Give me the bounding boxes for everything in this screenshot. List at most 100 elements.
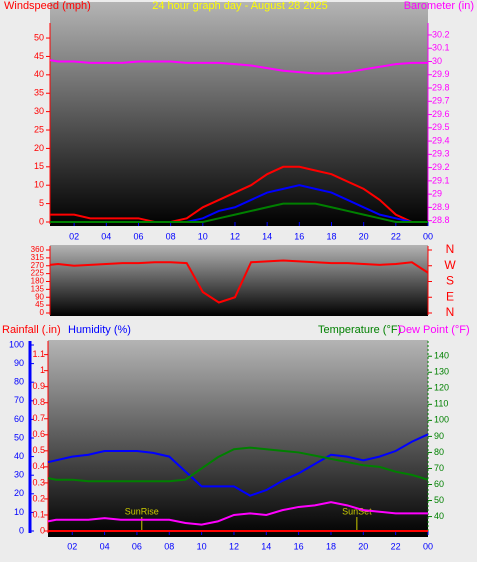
y-tick-label: 60 xyxy=(434,479,444,489)
y-tick-label: 0 xyxy=(39,216,44,226)
x-tick-label: 16 xyxy=(294,541,304,551)
data-line xyxy=(47,446,429,483)
plot-area xyxy=(50,245,428,316)
y-tick-label: 0.1 xyxy=(32,509,45,519)
y-tick-label: 50 xyxy=(14,432,24,442)
y-tick-label: 0 xyxy=(40,308,45,317)
y-tick-label: 20 xyxy=(34,143,44,153)
x-tick-label: 02 xyxy=(69,231,79,241)
y-tick-label: 29.5 xyxy=(432,122,450,132)
x-tick-label: 10 xyxy=(197,541,207,551)
y-tick-label: 10 xyxy=(34,180,44,190)
y-tick-label: 40 xyxy=(434,511,444,521)
annotation: SunSet xyxy=(342,506,372,516)
y-tick-label: 40 xyxy=(34,69,44,79)
y-tick-label: 0.8 xyxy=(32,397,45,407)
chart-title: 24 hour graph day - August 28 2025 xyxy=(152,0,328,12)
x-tick-label: 12 xyxy=(230,231,240,241)
x-tick-label: 00 xyxy=(423,231,433,241)
y-tick-label: 30 xyxy=(14,470,24,480)
x-tick-label: 06 xyxy=(132,541,142,551)
x-tick-label: 14 xyxy=(262,231,272,241)
y-tick-label: 315 xyxy=(31,253,45,262)
legend-entry: Temperature (°F) xyxy=(318,324,401,336)
y-tick-label: 60 xyxy=(14,414,24,424)
x-tick-label: 00 xyxy=(423,541,433,551)
legend-entry: Humidity (%) xyxy=(68,324,131,336)
y-tick-label: 28.8 xyxy=(432,215,450,225)
data-line xyxy=(49,259,429,304)
y-tick-label: 30.2 xyxy=(432,29,450,39)
plot-area xyxy=(50,2,428,226)
y-tick-label: 110 xyxy=(434,399,448,409)
y-tick-label: 90 xyxy=(434,431,444,441)
y-tick-label: 30 xyxy=(34,106,44,116)
y-tick-label: 29.1 xyxy=(432,175,450,185)
y-tick-label: 30 xyxy=(432,56,442,66)
y-tick-label: 135 xyxy=(31,284,45,293)
y-tick-label: 100 xyxy=(9,339,24,349)
plot-area xyxy=(48,340,428,537)
y-tick-label: 80 xyxy=(14,377,24,387)
annotation: SunRise xyxy=(125,506,159,516)
x-tick-label: 08 xyxy=(166,231,176,241)
y-tick-label: 0.6 xyxy=(32,429,45,439)
y-tick-label: 29.6 xyxy=(432,109,450,119)
x-tick-label: 04 xyxy=(100,541,110,551)
y-tick-label: 30.1 xyxy=(432,43,450,53)
y-tick-label: 0.7 xyxy=(32,413,45,423)
y-tick-label: 0.9 xyxy=(32,381,45,391)
y-tick-label: 80 xyxy=(434,447,444,457)
y-tick-label: 50 xyxy=(434,495,444,505)
y-tick-label: 1.1 xyxy=(32,349,45,359)
y-tick-label: 180 xyxy=(31,277,45,286)
x-tick-label: 20 xyxy=(358,541,368,551)
y2-axis-label: Barometer (in) xyxy=(404,0,474,12)
y-tick-label: 0.5 xyxy=(32,445,45,455)
x-tick-label: 22 xyxy=(391,231,401,241)
y-tick-label: 45 xyxy=(35,300,44,309)
y-axis-label: Windspeed (mph) xyxy=(4,0,91,12)
y-tick-label: 140 xyxy=(434,351,449,361)
data-line xyxy=(49,59,428,75)
y-tick-label: 20 xyxy=(14,488,24,498)
y-tick-label: 35 xyxy=(34,88,44,98)
x-tick-label: 16 xyxy=(294,231,304,241)
y-tick-label: 100 xyxy=(434,415,449,425)
y-tick-label: 29.2 xyxy=(432,162,450,172)
legend-entry: Dew Point (°F) xyxy=(398,324,470,336)
y-tick-label: 29 xyxy=(432,189,442,199)
y-tick-label: 29.7 xyxy=(432,96,450,106)
x-tick-label: 08 xyxy=(164,541,174,551)
y-tick-label: 29.4 xyxy=(432,135,450,145)
y-tick-label: 1 xyxy=(40,365,45,375)
x-tick-label: 04 xyxy=(101,231,111,241)
x-tick-label: 18 xyxy=(326,541,336,551)
y-tick-label: 29.9 xyxy=(432,69,450,79)
y-tick-label: 0.3 xyxy=(32,477,45,487)
y-tick-label: 29.3 xyxy=(432,149,450,159)
y-tick-label: W xyxy=(444,258,456,272)
y-tick-label: 5 xyxy=(39,198,44,208)
legend-entry: Rainfall (.in) xyxy=(2,324,61,336)
x-tick-label: 18 xyxy=(326,231,336,241)
y-tick-label: N xyxy=(446,305,455,319)
y-tick-label: 50 xyxy=(34,32,44,42)
y-tick-label: 29.8 xyxy=(432,82,450,92)
y-tick-label: N xyxy=(446,242,455,256)
y-tick-label: 45 xyxy=(34,51,44,61)
y-tick-label: 70 xyxy=(434,463,444,473)
y-tick-label: 225 xyxy=(31,269,45,278)
y-tick-label: 25 xyxy=(34,124,44,134)
y-tick-label: 28.9 xyxy=(432,202,450,212)
y-tick-label: 0 xyxy=(40,525,45,535)
y-tick-label: S xyxy=(446,274,454,288)
y-tick-label: 90 xyxy=(14,358,24,368)
x-tick-label: 22 xyxy=(391,541,401,551)
y-tick-label: 130 xyxy=(434,367,449,377)
y-tick-label: 40 xyxy=(14,451,24,461)
data-line xyxy=(50,202,428,223)
y-tick-label: 360 xyxy=(31,245,45,254)
